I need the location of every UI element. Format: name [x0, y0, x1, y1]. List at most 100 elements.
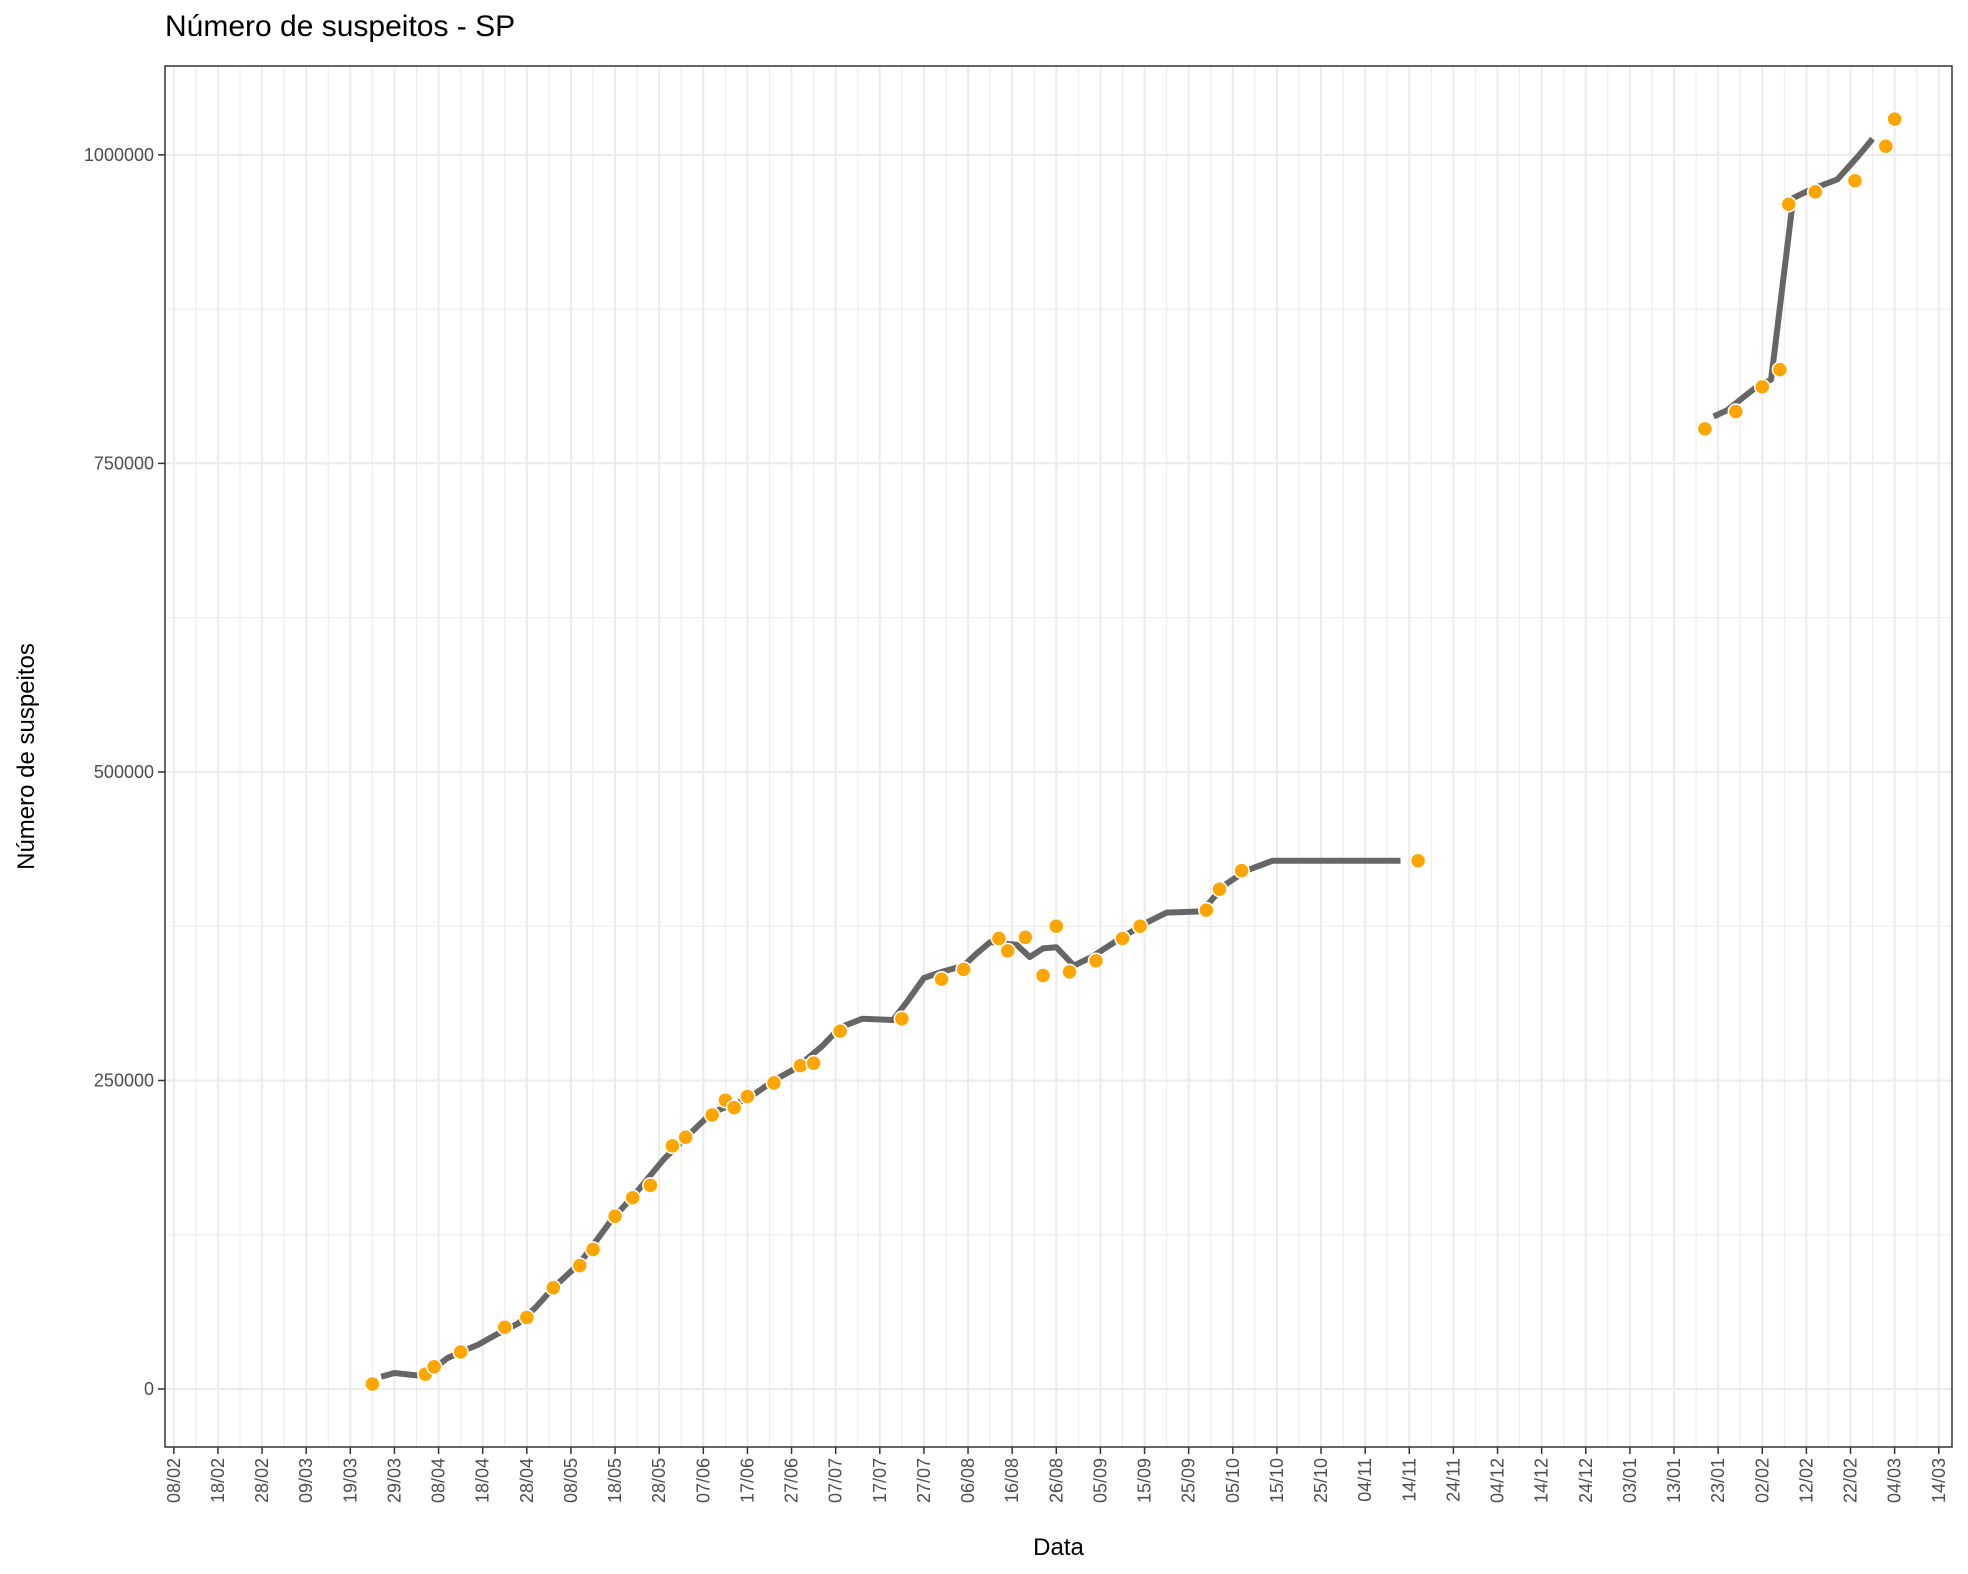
- data-point: [1846, 172, 1864, 190]
- data-point: [1727, 403, 1745, 420]
- data-point: [990, 930, 1008, 947]
- data-point: [1877, 137, 1895, 155]
- y-tick-label: 750000: [94, 453, 154, 473]
- x-tick-label: 07/06: [693, 1458, 713, 1503]
- data-point: [1131, 917, 1149, 935]
- x-tick-label: 18/02: [208, 1458, 228, 1503]
- x-tick-label: 16/08: [1002, 1458, 1022, 1503]
- x-tick-label: 23/01: [1708, 1458, 1728, 1503]
- y-tick-label: 250000: [94, 1070, 154, 1090]
- x-tick-label: 04/12: [1488, 1458, 1508, 1503]
- data-point: [545, 1279, 562, 1297]
- data-point: [1211, 880, 1228, 898]
- y-axis-ticks: 0 250000 500000 750000 1000000: [84, 145, 165, 1399]
- data-point: [805, 1054, 822, 1072]
- x-tick-label: 29/03: [384, 1458, 404, 1503]
- data-point: [1233, 862, 1250, 879]
- x-tick-label: 27/07: [914, 1458, 934, 1503]
- data-point: [677, 1128, 694, 1146]
- x-tick-label: 14/12: [1532, 1458, 1552, 1503]
- chart-title: Número de suspeitos - SP: [165, 10, 516, 43]
- x-gridlines: [172, 66, 1940, 1447]
- x-tick-label: 24/12: [1576, 1458, 1596, 1503]
- x-tick-label: 28/02: [252, 1458, 272, 1503]
- x-tick-label: 25/10: [1311, 1458, 1331, 1503]
- y-axis-title: Número de suspeitos: [13, 643, 40, 870]
- data-point: [1198, 901, 1215, 919]
- x-tick-label: 27/06: [782, 1458, 802, 1503]
- major-y-gridlines: [165, 153, 1952, 1390]
- x-tick-label: 14/03: [1929, 1458, 1949, 1503]
- x-tick-label: 03/01: [1620, 1458, 1640, 1503]
- data-point: [496, 1319, 514, 1336]
- data-point: [1061, 963, 1078, 981]
- data-point: [664, 1137, 681, 1155]
- data-point: [1771, 361, 1789, 378]
- x-tick-label: 28/05: [649, 1458, 669, 1503]
- data-point: [792, 1057, 809, 1074]
- x-tick-label: 05/10: [1223, 1458, 1243, 1503]
- data-point: [584, 1241, 602, 1258]
- data-point: [893, 1010, 911, 1028]
- data-point: [999, 942, 1017, 960]
- data-point: [765, 1074, 783, 1092]
- x-tick-label: 26/08: [1046, 1458, 1066, 1503]
- y-tick-label: 0: [144, 1379, 154, 1399]
- x-tick-label: 09/03: [296, 1458, 316, 1503]
- x-tick-label: 13/01: [1664, 1458, 1684, 1503]
- data-point: [1034, 967, 1052, 984]
- data-point: [1754, 378, 1771, 396]
- x-tick-label: 18/04: [473, 1458, 493, 1503]
- data-point: [364, 1375, 381, 1393]
- x-tick-label: 28/04: [517, 1458, 537, 1503]
- data-point: [642, 1177, 659, 1194]
- data-point: [452, 1343, 469, 1361]
- data-point: [1114, 930, 1131, 947]
- x-tick-label: 04/03: [1885, 1458, 1905, 1503]
- data-point: [739, 1088, 756, 1105]
- data-points: [364, 110, 1903, 1393]
- plot-border: [164, 65, 1953, 1448]
- x-tick-label: 15/09: [1135, 1458, 1155, 1503]
- data-point: [1087, 952, 1105, 969]
- x-tick-label: 14/11: [1399, 1458, 1419, 1502]
- x-tick-label: 08/02: [164, 1458, 184, 1503]
- x-tick-label: 19/03: [340, 1458, 360, 1503]
- data-point: [1806, 183, 1824, 201]
- x-tick-label: 08/04: [429, 1458, 449, 1503]
- data-point: [831, 1022, 849, 1040]
- data-point: [518, 1309, 536, 1326]
- data-point: [703, 1106, 721, 1124]
- y-tick-label: 500000: [94, 762, 154, 782]
- data-point: [725, 1099, 743, 1116]
- data-point: [606, 1207, 624, 1225]
- x-axis-ticks: 08/02 18/02 28/02 09/03 19/03 29/03 08/04 18/04…: [164, 1447, 1949, 1503]
- data-point: [624, 1189, 641, 1206]
- x-tick-label: 17/06: [737, 1458, 757, 1503]
- data-point: [571, 1257, 589, 1274]
- data-point: [933, 971, 950, 988]
- x-tick-label: 18/05: [605, 1458, 625, 1503]
- x-axis-title: Data: [1033, 1534, 1084, 1561]
- data-point: [1780, 195, 1797, 213]
- data-point: [955, 961, 972, 978]
- data-point: [1886, 110, 1903, 128]
- x-tick-label: 25/09: [1179, 1458, 1199, 1503]
- x-tick-label: 06/08: [958, 1458, 978, 1503]
- data-point: [1017, 929, 1034, 946]
- x-tick-label: 17/07: [870, 1458, 890, 1503]
- x-tick-label: 05/09: [1090, 1458, 1110, 1503]
- x-tick-label: 08/05: [561, 1458, 581, 1503]
- x-tick-label: 07/07: [826, 1458, 846, 1503]
- y-tick-label: 1000000: [84, 145, 154, 165]
- x-tick-label: 02/02: [1752, 1458, 1772, 1503]
- x-tick-label: 22/02: [1841, 1458, 1861, 1503]
- x-tick-label: 04/11: [1355, 1458, 1375, 1502]
- data-point: [1409, 852, 1427, 870]
- data-point: [1048, 917, 1065, 935]
- x-tick-label: 24/11: [1443, 1458, 1463, 1502]
- data-point: [425, 1358, 443, 1376]
- data-point: [1696, 420, 1714, 438]
- x-tick-label: 12/02: [1796, 1458, 1816, 1503]
